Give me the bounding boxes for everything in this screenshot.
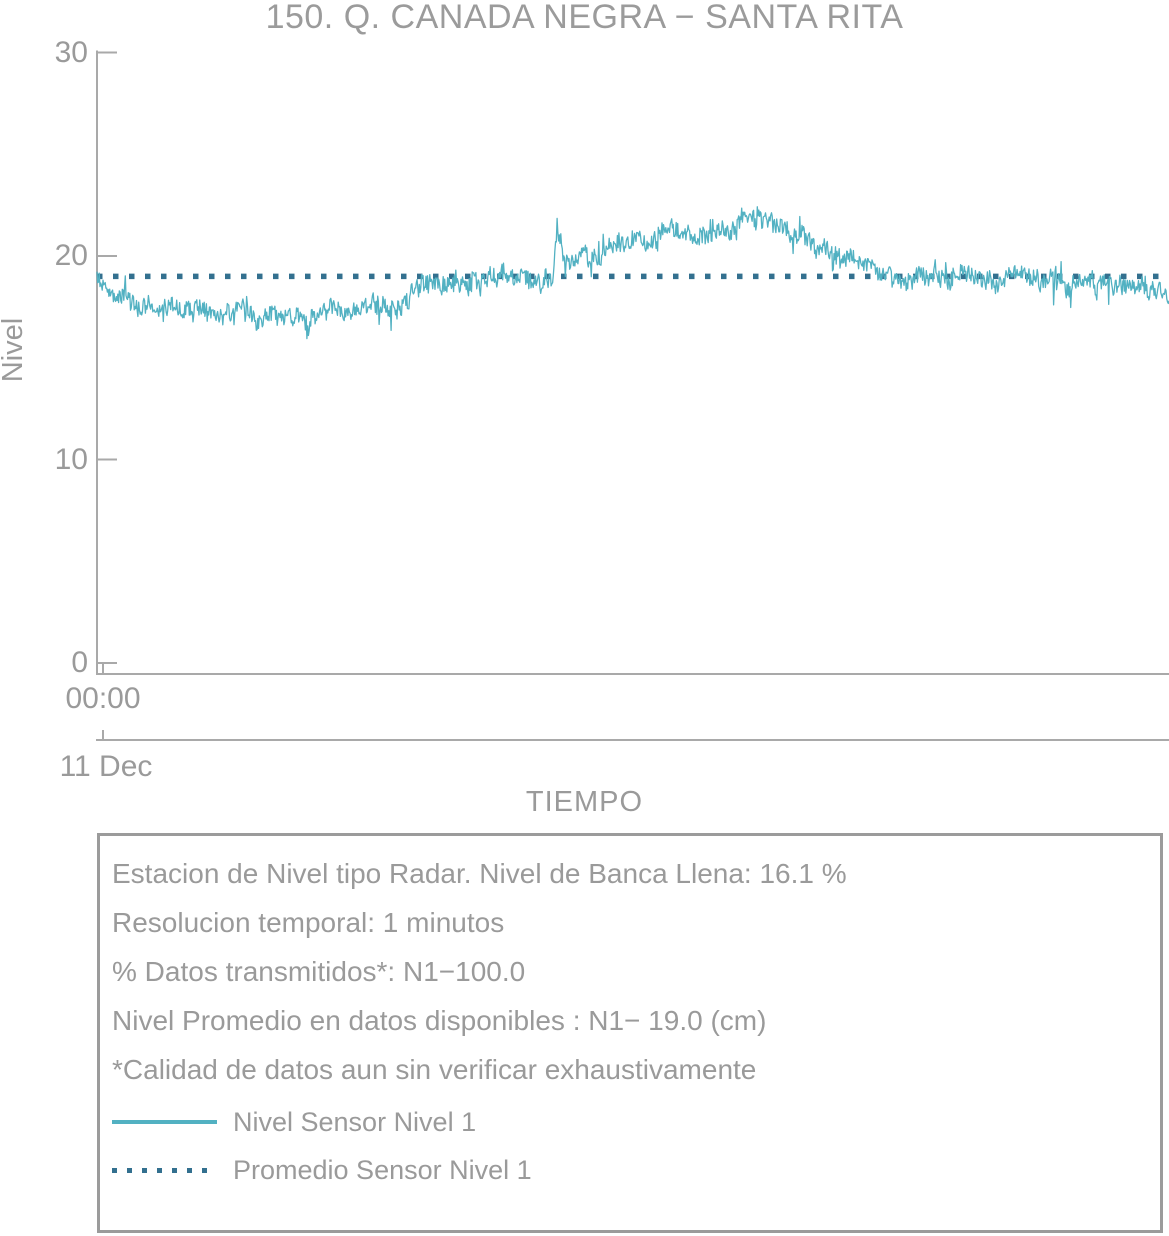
info-line-resolucion: Resolucion temporal: 1 minutos xyxy=(112,907,505,938)
legend-item-promedio-sensor: Promedio Sensor Nivel 1 xyxy=(112,1150,1150,1190)
legend-dotted-line-swatch xyxy=(112,1167,217,1173)
chart-plot xyxy=(96,50,1169,741)
legend-solid-line-swatch xyxy=(112,1120,217,1124)
info-line-promedio: Nivel Promedio en datos disponibles : N1… xyxy=(112,1005,767,1036)
legend-item-nivel-sensor: Nivel Sensor Nivel 1 xyxy=(112,1102,1150,1142)
x-tick-date-label: 11 Dec xyxy=(59,750,153,783)
y-tick-label: 30 xyxy=(54,36,88,69)
chart-title: 150. Q. CANADA NEGRA − SANTA RITA xyxy=(265,0,904,36)
y-tick-label: 0 xyxy=(71,646,88,679)
y-axis-title: Nivel xyxy=(0,317,29,383)
x-tick-time-label: 00:00 xyxy=(65,682,141,715)
x-axis-title: TIEMPO xyxy=(525,786,644,818)
legend-label: Promedio Sensor Nivel 1 xyxy=(233,1154,532,1185)
info-line-calidad: *Calidad de datos aun sin verificar exha… xyxy=(112,1054,757,1085)
y-tick-label: 10 xyxy=(54,443,88,476)
y-tick-label: 20 xyxy=(54,239,88,272)
nivel-sensor-series-line xyxy=(96,206,1169,340)
info-line-banca-llena: Estacion de Nivel tipo Radar. Nivel de B… xyxy=(112,858,847,889)
info-line-transmitidos: % Datos transmitidos*: N1−100.0 xyxy=(112,956,526,987)
legend-label: Nivel Sensor Nivel 1 xyxy=(233,1106,477,1137)
station-info-box: Estacion de Nivel tipo Radar. Nivel de B… xyxy=(97,833,1163,1233)
